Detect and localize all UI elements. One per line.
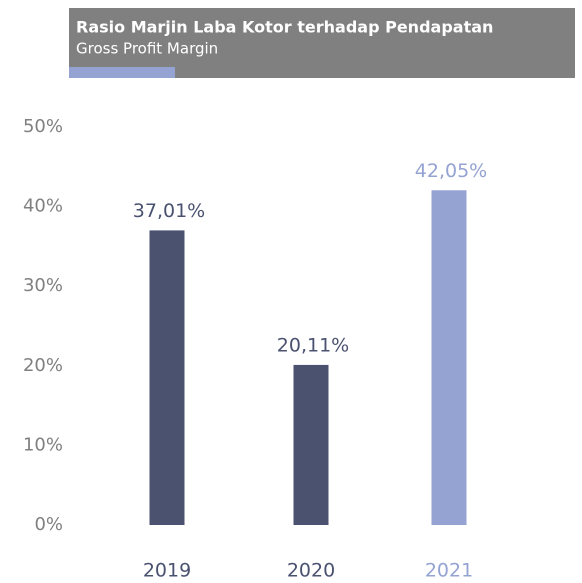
y-tick-label: 40% — [23, 196, 63, 217]
header-accent — [69, 67, 175, 78]
chart-title: Rasio Marjin Laba Kotor terhadap Pendapa… — [76, 18, 493, 37]
bar — [431, 190, 467, 526]
y-tick-label: 0% — [34, 514, 63, 535]
y-tick-label: 30% — [23, 275, 63, 296]
value-label: 37,01% — [133, 200, 205, 222]
x-tick-label: 2019 — [143, 560, 191, 582]
x-tick-label: 2021 — [425, 560, 473, 582]
bar — [149, 230, 185, 526]
y-tick-label: 50% — [23, 116, 63, 137]
y-tick-label: 10% — [23, 434, 63, 455]
x-tick-label: 2020 — [287, 560, 335, 582]
bar — [293, 364, 329, 525]
value-label: 42,05% — [415, 160, 487, 182]
value-label: 20,11% — [277, 334, 349, 356]
y-tick-label: 20% — [23, 355, 63, 376]
chart-subtitle: Gross Profit Margin — [76, 40, 218, 58]
header-box — [69, 8, 575, 78]
